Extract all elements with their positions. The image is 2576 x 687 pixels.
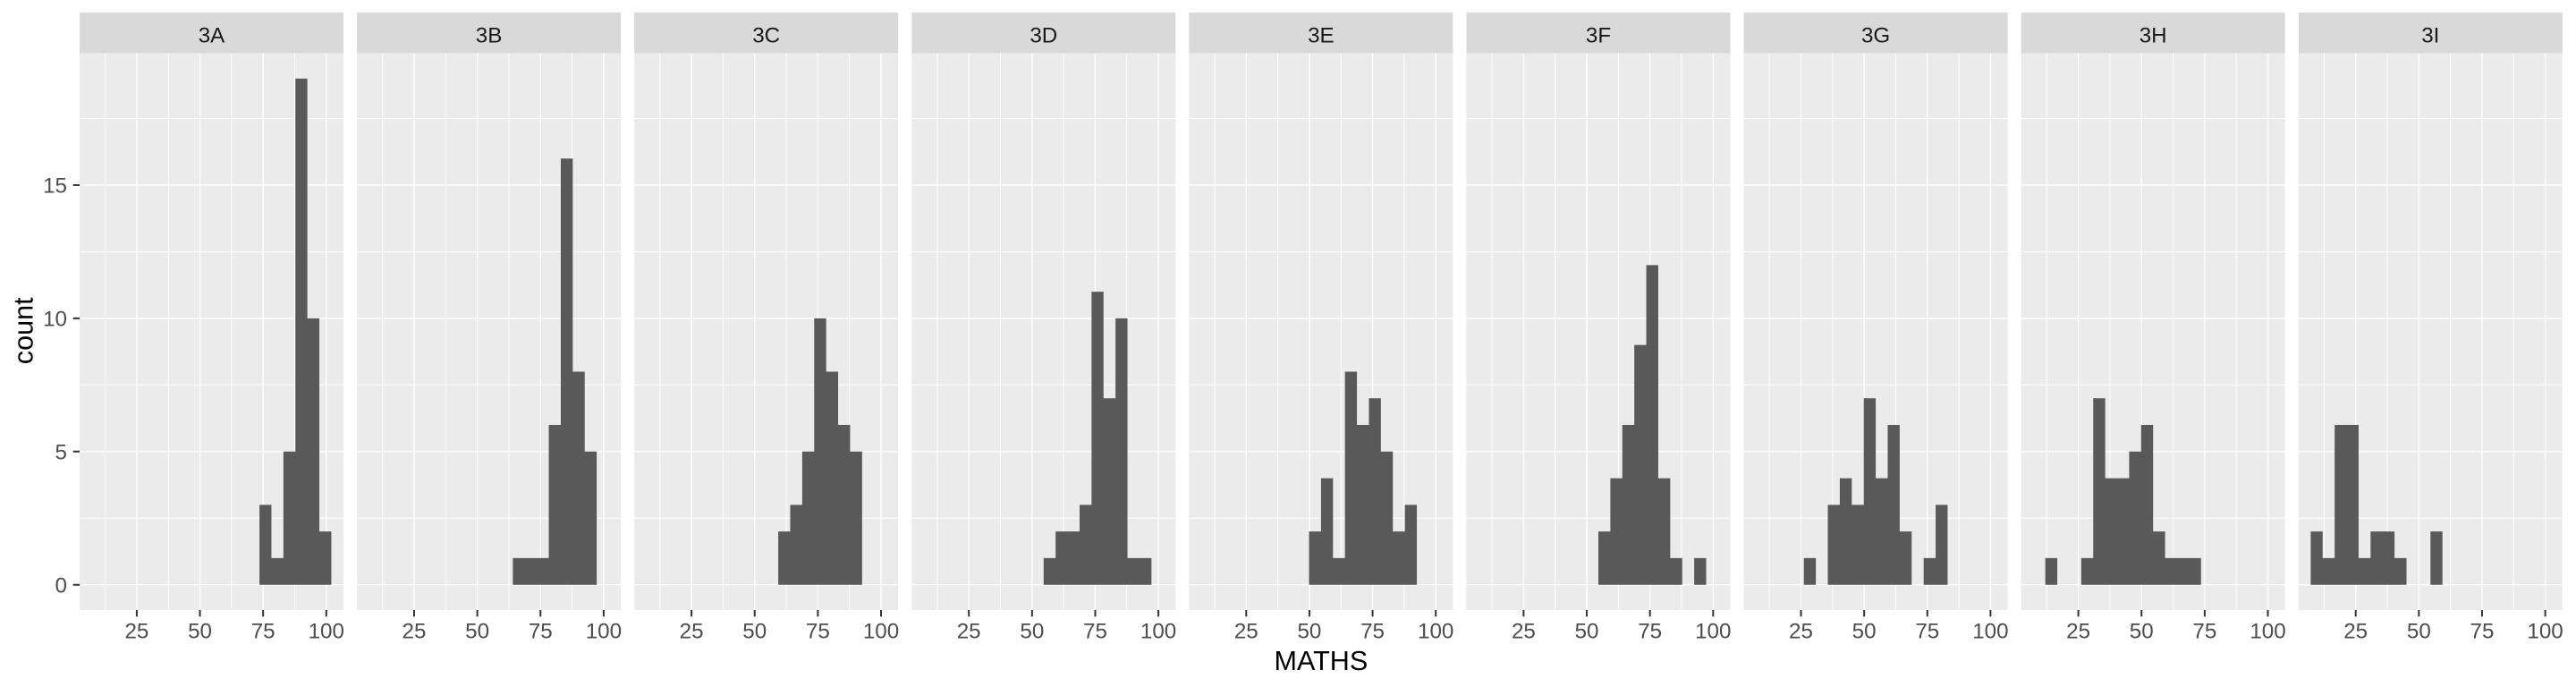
svg-text:3A: 3A (199, 23, 225, 47)
svg-text:50: 50 (1575, 620, 1599, 644)
svg-text:75: 75 (1638, 620, 1662, 644)
svg-text:75: 75 (1360, 620, 1385, 644)
svg-text:3H: 3H (2140, 23, 2167, 47)
svg-text:25: 25 (957, 620, 981, 644)
svg-text:3D: 3D (1030, 23, 1057, 47)
svg-text:50: 50 (1020, 620, 1044, 644)
svg-text:3F: 3F (1586, 23, 1611, 47)
svg-text:25: 25 (402, 620, 427, 644)
svg-text:50: 50 (1297, 620, 1321, 644)
svg-text:100: 100 (1972, 620, 2008, 644)
svg-text:75: 75 (2192, 620, 2216, 644)
svg-text:75: 75 (1083, 620, 1107, 644)
svg-text:15: 15 (43, 174, 67, 199)
svg-text:50: 50 (1852, 620, 1877, 644)
svg-text:100: 100 (1695, 620, 1731, 644)
svg-text:25: 25 (2066, 620, 2090, 644)
svg-text:10: 10 (43, 308, 67, 332)
svg-text:25: 25 (1512, 620, 1536, 644)
svg-text:3C: 3C (752, 23, 780, 47)
svg-text:50: 50 (2130, 620, 2154, 644)
svg-text:0: 0 (55, 573, 67, 598)
svg-text:3B: 3B (476, 23, 503, 47)
svg-text:75: 75 (529, 620, 553, 644)
svg-text:50: 50 (465, 620, 489, 644)
svg-text:75: 75 (2470, 620, 2495, 644)
svg-text:75: 75 (806, 620, 830, 644)
svg-text:25: 25 (124, 620, 148, 644)
svg-text:3I: 3I (2421, 23, 2439, 47)
svg-text:100: 100 (586, 620, 622, 644)
svg-text:75: 75 (1915, 620, 1939, 644)
svg-text:25: 25 (1789, 620, 1813, 644)
svg-text:25: 25 (1234, 620, 1258, 644)
svg-text:25: 25 (2343, 620, 2368, 644)
svg-text:100: 100 (1418, 620, 1453, 644)
svg-text:100: 100 (1140, 620, 1176, 644)
svg-text:50: 50 (188, 620, 212, 644)
svg-text:75: 75 (251, 620, 275, 644)
svg-text:100: 100 (2250, 620, 2285, 644)
svg-text:3E: 3E (1308, 23, 1335, 47)
svg-text:count: count (9, 297, 39, 364)
svg-text:5: 5 (55, 441, 67, 465)
svg-text:100: 100 (2527, 620, 2563, 644)
svg-text:MATHS: MATHS (1274, 646, 1368, 676)
svg-text:100: 100 (863, 620, 899, 644)
svg-text:100: 100 (309, 620, 344, 644)
svg-text:50: 50 (2407, 620, 2431, 644)
svg-text:3G: 3G (1861, 23, 1890, 47)
svg-text:50: 50 (742, 620, 767, 644)
svg-text:25: 25 (680, 620, 704, 644)
